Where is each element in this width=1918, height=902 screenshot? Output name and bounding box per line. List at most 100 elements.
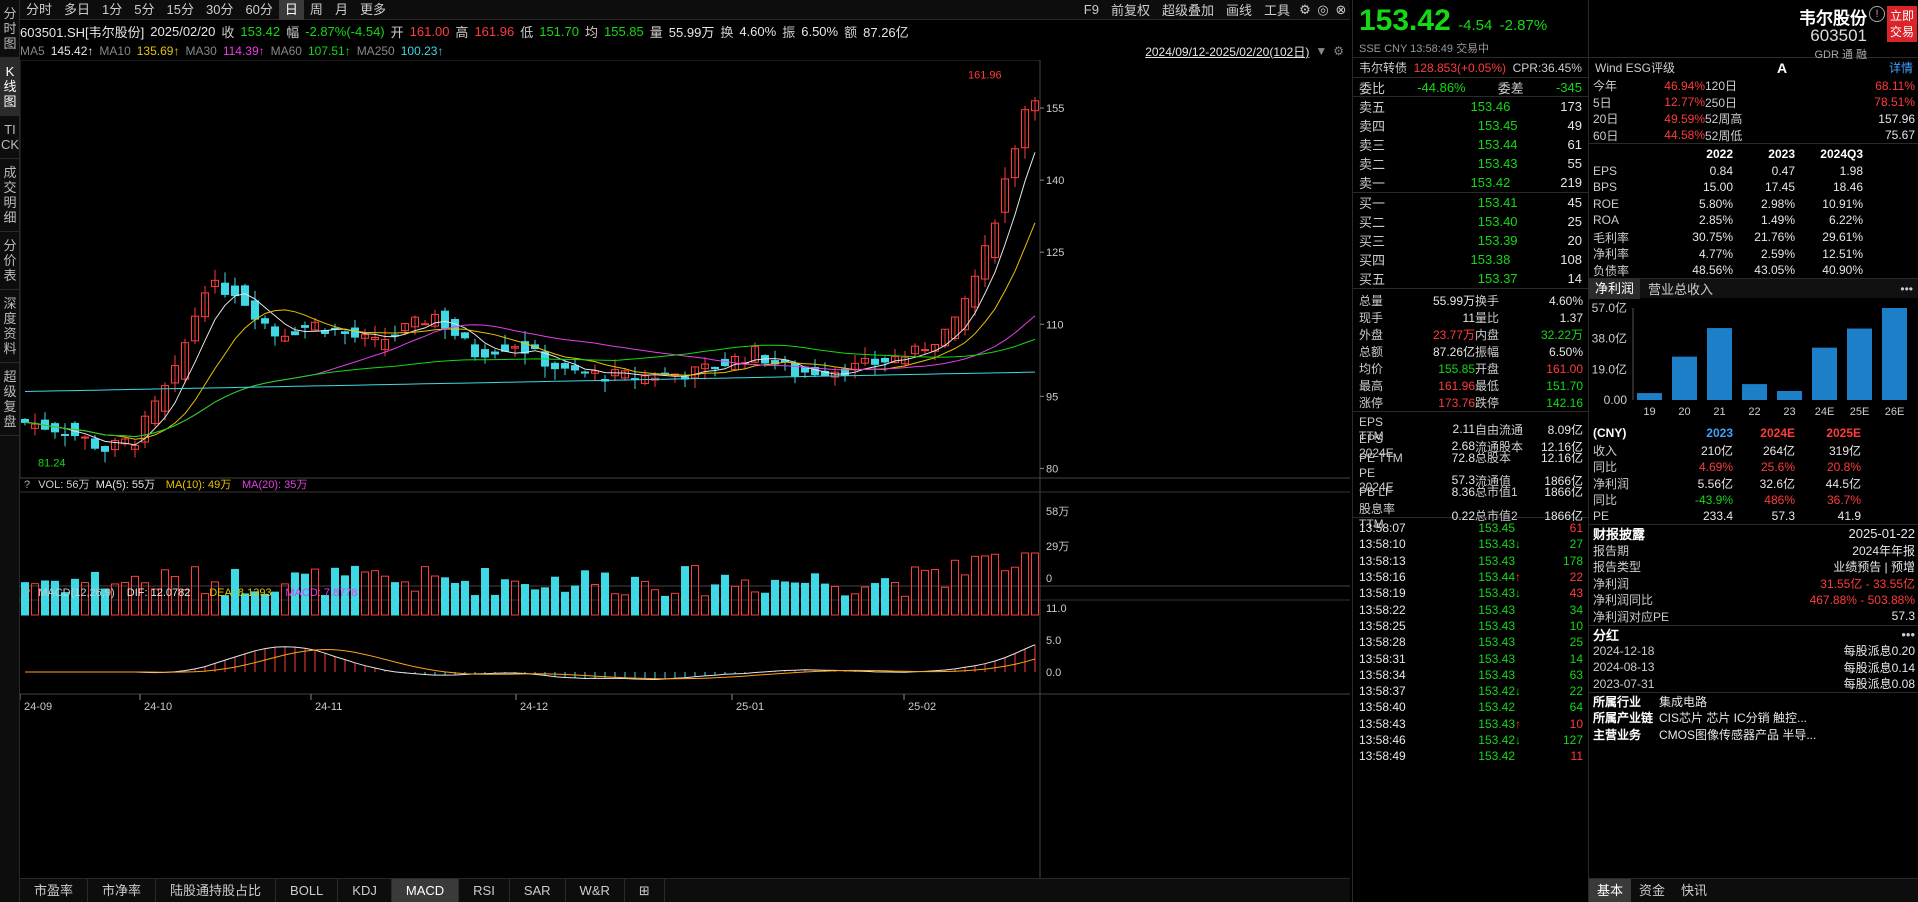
toolbar-item-3[interactable]: 画线 <box>1225 3 1252 18</box>
est-cell: 36.7% <box>1826 492 1861 507</box>
vtab-1[interactable]: K线图 <box>0 58 20 116</box>
toolbar-item-0[interactable]: F9 <box>1083 2 1099 17</box>
tick-volume: 11 <box>1570 749 1583 764</box>
asks-row[interactable]: 卖一 153.42 219 <box>1353 173 1588 192</box>
vtab-3[interactable]: 成交明细 <box>0 159 20 232</box>
vtab-6[interactable]: 超级复盘 <box>0 363 20 436</box>
esg-title: Wind ESG评级 <box>1595 61 1676 75</box>
period-tab-9[interactable]: 月 <box>334 1 348 17</box>
bids-row[interactable]: 买五 153.37 14 <box>1353 269 1588 288</box>
period-tab-6[interactable]: 60分 <box>245 1 273 17</box>
indicator-tab-6[interactable]: RSI <box>459 879 510 902</box>
profit-bar[interactable] <box>1847 328 1872 400</box>
indicator-tab-1[interactable]: 市净率 <box>88 879 157 902</box>
period-tab-3[interactable]: 5分 <box>134 1 155 17</box>
candle-body <box>1021 109 1029 149</box>
asks-row[interactable]: 卖四 153.45 49 <box>1353 116 1588 135</box>
avg-label: 均 <box>584 24 598 40</box>
period-tab-0[interactable]: 分时 <box>26 1 53 17</box>
bell-icon[interactable]: ◎ <box>1317 1 1329 17</box>
date-range[interactable]: 2024/09/12-2025/02/20(102日) <box>1145 44 1310 59</box>
vtab-4[interactable]: 分价表 <box>0 232 20 290</box>
candle-body <box>431 313 439 327</box>
period-tab-8[interactable]: 周 <box>309 1 323 17</box>
price-tick: 125 <box>1046 247 1064 259</box>
asks-row[interactable]: 卖三 153.44 61 <box>1353 135 1588 154</box>
period-tab-1[interactable]: 多日 <box>64 1 91 17</box>
industry-value[interactable]: CIS芯片 芯片 IC分销 触控... <box>1659 711 1808 726</box>
bids-row[interactable]: 买三 153.39 20 <box>1353 231 1588 250</box>
settings-icon[interactable]: ⚙ <box>1333 44 1344 58</box>
toolbar-item-4[interactable]: 工具 <box>1263 3 1290 18</box>
bids-row[interactable]: 买一 153.41 45 <box>1353 193 1588 212</box>
kline-chart[interactable]: 155 140 125 110 95 80 161.96 81.24? VOL: 56万 MA(5… <box>20 60 1350 878</box>
industry-value[interactable]: CMOS图像传感器产品 半导... <box>1659 727 1817 742</box>
tab-net-profit[interactable]: 净利润 <box>1589 278 1641 299</box>
volume-bar <box>891 582 899 616</box>
panel-tab-1[interactable]: 资金 <box>1639 883 1666 898</box>
trade-now-button[interactable]: 立即交易 <box>1887 6 1917 42</box>
price-pct: -2.87% <box>1499 17 1548 34</box>
industry-value[interactable]: 集成电路 <box>1659 694 1708 709</box>
indicator-tab-0[interactable]: 市盈率 <box>20 879 89 902</box>
profit-bar[interactable] <box>1882 308 1907 400</box>
period-tab-4[interactable]: 15分 <box>166 1 194 17</box>
tick-time: 13:58:46 <box>1359 733 1406 747</box>
more-icon[interactable]: ••• <box>1901 626 1915 642</box>
add-indicator-icon[interactable]: ⊞ <box>625 879 665 902</box>
level-price: 153.38 <box>1470 252 1511 267</box>
est-cell: 319亿 <box>1828 443 1861 458</box>
close-icon[interactable]: ⊗ <box>1335 1 1347 17</box>
tab-revenue[interactable]: 营业总收入 <box>1648 282 1714 297</box>
period-tab-10[interactable]: 更多 <box>359 1 386 17</box>
report-key: 净利润同比 <box>1593 593 1654 608</box>
candle-body <box>81 436 89 439</box>
toolbar-item-2[interactable]: 超级叠加 <box>1161 3 1214 18</box>
ftable-cell: ROA <box>1593 213 1620 228</box>
panel-tab-0[interactable]: 基本 <box>1589 879 1632 902</box>
level-volume: 55 <box>1567 156 1582 171</box>
asks-row[interactable]: 卖二 153.43 55 <box>1353 154 1588 173</box>
period-tab-2[interactable]: 1分 <box>102 1 123 17</box>
volume-bar <box>851 593 859 616</box>
toolbar-item-1[interactable]: 前复权 <box>1110 3 1150 18</box>
esg-detail-link[interactable]: 详情 <box>1888 61 1913 75</box>
profit-bar[interactable] <box>1812 347 1837 400</box>
perf-cell: 78.51% <box>1874 95 1915 109</box>
more-icon[interactable]: ••• <box>1900 281 1913 296</box>
industry-key: 所属行业 <box>1593 694 1642 709</box>
candle-body <box>21 418 29 423</box>
info-icon[interactable]: ! <box>1869 6 1885 22</box>
profit-bar[interactable] <box>1672 356 1697 400</box>
range-dropdown-icon[interactable]: ▼ <box>1315 44 1328 58</box>
report-key: 净利润对应PE <box>1593 609 1670 624</box>
vtab-0[interactable]: 分时图 <box>0 0 20 58</box>
asks-row[interactable]: 卖五 153.46 173 <box>1353 97 1588 116</box>
panel-tab-2[interactable]: 快讯 <box>1681 883 1708 898</box>
perf-cell: 60日 <box>1593 128 1619 143</box>
view-tabs: 分时图 K线图 TICK 成交明细 分价表 深度资料 超级复盘 <box>0 0 20 902</box>
profit-bar[interactable] <box>1742 384 1767 400</box>
profit-bar[interactable] <box>1707 328 1732 400</box>
profit-bar[interactable] <box>1637 393 1662 400</box>
bond-row[interactable]: 韦尔转债 128.853(+0.05%) CPR:36.45% <box>1353 58 1588 77</box>
vtab-5[interactable]: 深度资料 <box>0 290 20 363</box>
bids-row[interactable]: 买四 153.38 108 <box>1353 250 1588 269</box>
indicator-tab-8[interactable]: W&R <box>566 879 625 902</box>
indicator-tab-2[interactable]: 陆股通持股占比 <box>156 879 277 902</box>
report-key: 净利润 <box>1593 576 1630 591</box>
period-tab-7[interactable]: 日 <box>278 0 304 20</box>
indicator-tab-7[interactable]: SAR <box>510 879 566 902</box>
bond-value: 128.853(+0.05%) <box>1413 60 1507 75</box>
indicator-tab-3[interactable]: BOLL <box>276 879 339 902</box>
candle-body <box>351 327 359 338</box>
tick-volume: 10 <box>1569 716 1583 731</box>
indicator-tab-5[interactable]: MACD <box>391 879 460 902</box>
gear-icon[interactable]: ⚙ <box>1299 1 1311 17</box>
profit-bar[interactable] <box>1777 391 1802 400</box>
bids-row[interactable]: 买二 153.40 25 <box>1353 212 1588 231</box>
vtab-2[interactable]: TICK <box>0 116 20 159</box>
period-tab-5[interactable]: 30分 <box>205 1 234 17</box>
tick-volume: 10 <box>1569 618 1583 633</box>
indicator-tab-4[interactable]: KDJ <box>338 879 392 902</box>
